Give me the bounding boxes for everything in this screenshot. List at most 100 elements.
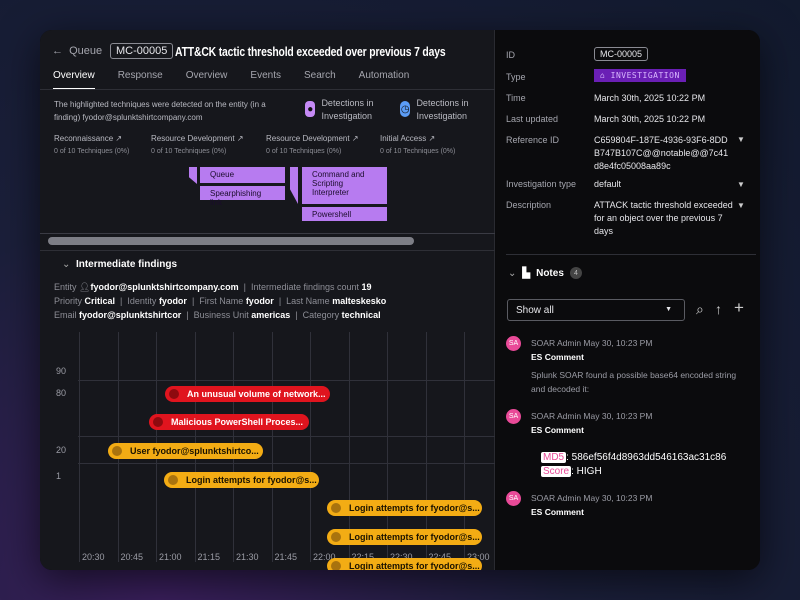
technique-command-scripting[interactable]: Command and Scripting Interpreter: [302, 167, 387, 204]
tactic-column[interactable]: Resource Development ↗ 0 of 10 Techniques…: [151, 134, 244, 155]
grid-line: [387, 332, 388, 562]
invtype-value[interactable]: default: [594, 179, 622, 189]
note-body: Splunk SOAR found a possible base64 enco…: [531, 370, 737, 394]
tab-bar: Overview Response Overview Events Search…: [53, 70, 409, 90]
updated-value: March 30th, 2025 10:22 PM: [594, 114, 706, 124]
label: Priority: [54, 296, 83, 306]
caret-down-icon[interactable]: ▼: [737, 201, 745, 210]
first-name-value: fyodor: [245, 296, 274, 306]
caret-down-icon[interactable]: ▼: [737, 135, 745, 144]
score-value: : HIGH: [571, 466, 602, 477]
note-header: SOAR Admin May 30, 10:23 PM: [531, 338, 653, 348]
filter-value: Show all: [516, 305, 554, 316]
notes-toggle[interactable]: ⌄ ▙ Notes 4: [508, 267, 582, 279]
finding-pill[interactable]: Malicious PowerShell Proces...: [149, 414, 309, 430]
bu-value: americas: [251, 310, 291, 320]
note-item: SA SOAR Admin May 30, 10:23 PM ES Commen…: [506, 409, 756, 484]
tactic-count: 0 of 10 Techniques (0%): [266, 148, 342, 155]
x-tick-label: 22:30: [390, 552, 413, 562]
intermediate-findings-toggle[interactable]: ⌄ Intermediate findings: [62, 259, 177, 270]
add-note-icon[interactable]: +: [734, 298, 744, 317]
section-title: Intermediate findings: [75, 259, 178, 270]
note-header: SOAR Admin May 30, 10:23 PM: [531, 493, 653, 503]
legend-item: ● Detections in Investigation: [305, 97, 390, 123]
tab-search[interactable]: Search: [303, 70, 336, 81]
desc-label: Description: [506, 200, 552, 210]
tactic-count: 0 of 10 Techniques (0%): [151, 148, 227, 155]
search-icon[interactable]: ⌕: [696, 301, 704, 317]
y-tick-label: 90: [56, 366, 67, 376]
type-label: Type: [506, 72, 526, 82]
back-to-queue-link[interactable]: ← Queue: [52, 45, 102, 57]
tactic-column[interactable]: Reconnaissance ↗ 0 of 10 Techniques (0%): [54, 134, 129, 155]
md5-value: : 586ef56f4d8963dd546163ac31c86: [566, 452, 727, 463]
note-item: SA SOAR Admin May 30, 10:23 PM ES Commen…: [506, 491, 756, 526]
notes-filter-select[interactable]: Show all ▼: [507, 299, 685, 321]
user-icon: 👤︎: [79, 282, 91, 292]
finding-label: Login attempts for fyodor@s...: [349, 503, 480, 513]
technique-spearphishing[interactable]: Spearphishing link: [200, 186, 285, 207]
finding-pill[interactable]: Login attempts for fyodor@s...: [327, 500, 482, 516]
label: Email: [54, 310, 77, 320]
email-value: fyodor@splunktshirtcor: [79, 310, 182, 320]
tab-response[interactable]: Response: [117, 70, 163, 81]
finding-label: Login attempts for fyodor@s...: [186, 475, 317, 485]
grid-line: [78, 436, 495, 437]
technique-flag: [189, 167, 197, 184]
tab-overview-2[interactable]: Overview: [185, 70, 228, 81]
finding-pill[interactable]: Login attempts for fyodor@s...: [164, 472, 319, 488]
divider: [506, 254, 756, 255]
label: Entity: [54, 282, 77, 292]
note-header: SOAR Admin May 30, 10:23 PM: [531, 411, 653, 421]
finding-pill[interactable]: An unusual volume of network...: [165, 386, 330, 402]
main-panel: ← Queue MC-00005 ATT&CK tactic threshold…: [40, 30, 495, 570]
external-link-icon: ↗: [236, 134, 244, 143]
finding-label: Login attempts for fyodor@s...: [349, 532, 480, 542]
label: Intermediate findings count: [250, 282, 360, 292]
findings-timeline: 20:30 20:45 21:00 21:15 21:30 21:45 22:00 22:15…: [40, 330, 495, 570]
severity-dot: [331, 532, 341, 542]
grid-line: [464, 332, 465, 562]
horizontal-scrollbar[interactable]: [48, 237, 414, 245]
tab-events[interactable]: Events: [250, 70, 281, 81]
tactic-column[interactable]: Initial Access ↗ 0 of 10 Techniques (0%): [380, 134, 455, 155]
tactic-name: Initial Access: [380, 134, 427, 143]
x-tick-label: 21:00: [159, 552, 182, 562]
id-value: MC-00005: [594, 47, 649, 61]
finding-pill[interactable]: User fyodor@splunktshirtco...: [108, 443, 263, 459]
technique-powershell[interactable]: Powershell: [302, 207, 387, 221]
briefcase-icon: ⌂: [600, 71, 611, 80]
arrow-left-icon: ←: [52, 45, 70, 57]
note-title: ES Comment: [531, 507, 584, 517]
ref-label: Reference ID: [506, 135, 560, 145]
x-tick-label: 23:00: [467, 552, 490, 562]
invtype-label: Investigation type: [506, 179, 577, 189]
tab-automation[interactable]: Automation: [358, 70, 410, 81]
category-value: technical: [341, 310, 381, 320]
x-tick-label: 22:45: [428, 552, 452, 562]
time-value: March 30th, 2025 10:22 PM: [594, 93, 706, 103]
y-tick-label: 20: [56, 445, 67, 455]
external-link-icon: ↗: [428, 134, 436, 143]
label: Business Unit: [193, 310, 249, 320]
updated-label: Last updated: [506, 114, 559, 124]
finding-label: Login attempts for fyodor@s...: [349, 561, 480, 570]
avatar: SA: [506, 491, 521, 506]
tab-overview[interactable]: Overview: [53, 70, 95, 90]
finding-pill[interactable]: Login attempts for fyodor@s...: [327, 529, 482, 545]
page-title: ATT&CK tactic threshold exceeded over pr…: [175, 44, 446, 59]
avatar: SA: [506, 409, 521, 424]
entity-value: fyodor@splunktshirtcompany.com: [90, 282, 239, 292]
chevron-down-icon: ⌄: [508, 267, 517, 279]
caret-down-icon[interactable]: ▼: [737, 180, 745, 189]
arrow-up-icon[interactable]: ↑: [715, 301, 722, 317]
x-tick-label: 22:00: [313, 552, 336, 562]
grid-line: [78, 463, 495, 464]
details-panel: ID MC-00005 Type ⌂ INVESTIGATION Time Ma…: [496, 30, 760, 570]
technique-queue[interactable]: Queue: [200, 167, 285, 183]
tactic-column[interactable]: Resource Development ↗ 0 of 10 Techniques…: [266, 134, 359, 155]
desc-value: ATTACK tactic threshold exceeded for an …: [594, 200, 733, 236]
severity-dot: [153, 417, 163, 427]
divider: [40, 233, 495, 234]
finding-pill[interactable]: Login attempts for fyodor@s...: [327, 558, 482, 570]
